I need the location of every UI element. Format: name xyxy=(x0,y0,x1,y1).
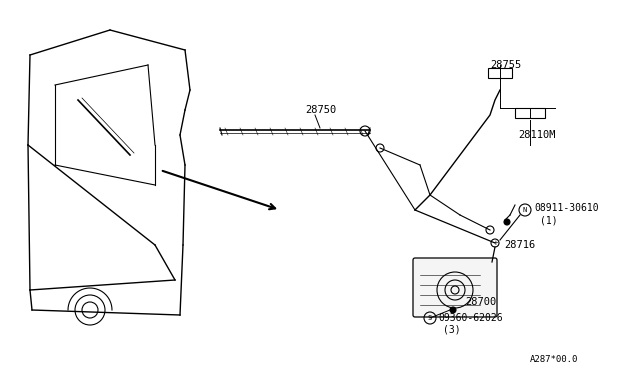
Text: 09360-62026: 09360-62026 xyxy=(438,313,502,323)
Text: 28716: 28716 xyxy=(504,240,535,250)
Text: 28110M: 28110M xyxy=(518,130,556,140)
FancyBboxPatch shape xyxy=(413,258,497,317)
Text: N: N xyxy=(523,207,527,213)
Text: (3): (3) xyxy=(443,325,461,335)
Circle shape xyxy=(450,307,456,313)
Text: +: + xyxy=(492,240,498,246)
Text: S: S xyxy=(428,315,432,321)
Text: A287*00.0: A287*00.0 xyxy=(530,356,579,365)
Text: 28755: 28755 xyxy=(490,60,521,70)
Text: (1): (1) xyxy=(540,215,557,225)
Circle shape xyxy=(504,219,510,225)
Text: 08911-30610: 08911-30610 xyxy=(534,203,598,213)
Bar xyxy=(515,108,545,118)
Text: 28750: 28750 xyxy=(305,105,336,115)
Text: 28700: 28700 xyxy=(465,297,496,307)
Bar xyxy=(488,68,512,78)
